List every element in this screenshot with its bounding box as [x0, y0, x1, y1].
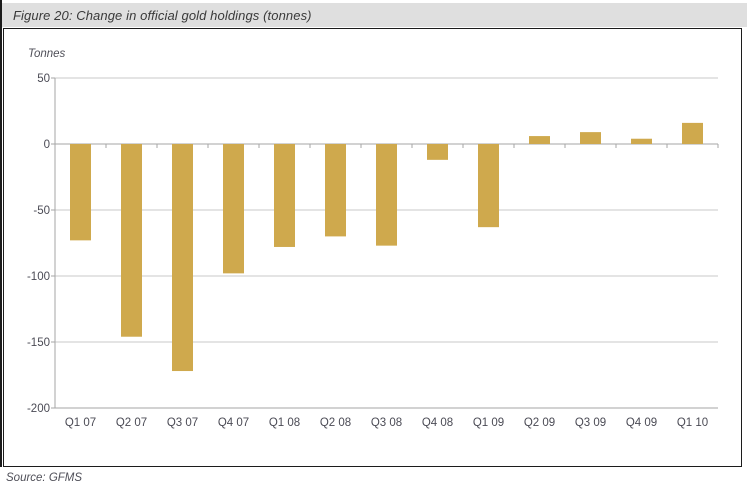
- bar-q1-07: [70, 144, 91, 241]
- bar-q2-08: [325, 144, 346, 237]
- bar-q4-08: [427, 144, 448, 160]
- x-tick-label: Q4 09: [626, 417, 657, 429]
- x-tick-label: Q3 09: [575, 417, 606, 429]
- y-tick-label: -100: [27, 271, 50, 283]
- bar-q1-09: [478, 144, 499, 228]
- bar-q2-07: [121, 144, 142, 337]
- bar-q3-09: [580, 132, 601, 144]
- bar-q1-08: [274, 144, 295, 247]
- x-tick-label: Q3 08: [371, 417, 402, 429]
- bar-q4-09: [631, 138, 652, 144]
- bar-q3-07: [172, 144, 193, 372]
- x-tick-label: Q4 07: [218, 417, 249, 429]
- x-tick-label: Q3 07: [167, 417, 198, 429]
- bar-q3-08: [376, 144, 397, 246]
- x-tick-label: Q1 10: [677, 417, 708, 429]
- x-tick-label: Q4 08: [422, 417, 453, 429]
- chart-box: Tonnes 50 0 -50 -100 -150 -200 Q1 07 Q2 07 Q3 07 Q…: [3, 28, 742, 467]
- y-tick-label: 50: [37, 73, 50, 85]
- figure-title: Figure 20: Change in official gold holdi…: [13, 7, 312, 23]
- page-edge-rule: [0, 0, 2, 467]
- y-tick-label: -200: [27, 403, 50, 415]
- y-tick-label: -50: [33, 205, 50, 217]
- bar-q2-09: [529, 136, 550, 144]
- source-text: Source: GFMS: [6, 472, 83, 484]
- x-tick-label: Q1 09: [473, 417, 504, 429]
- bar-chart: Tonnes 50 0 -50 -100 -150 -200 Q1 07 Q2 07 Q3 07 Q…: [27, 48, 719, 429]
- y-axis-title: Tonnes: [28, 48, 66, 60]
- bar-q4-07: [223, 144, 244, 274]
- x-tick-label: Q2 07: [116, 417, 147, 429]
- y-tick-label: -150: [27, 337, 50, 349]
- bar-q1-10: [682, 122, 703, 144]
- figure-title-bar: Figure 20: Change in official gold holdi…: [2, 3, 747, 27]
- x-tick-label: Q1 08: [269, 417, 300, 429]
- x-tick-label: Q2 08: [320, 417, 351, 429]
- y-tick-label: 0: [44, 139, 50, 151]
- x-tick-label: Q1 07: [65, 417, 96, 429]
- x-tick-label: Q2 09: [524, 417, 555, 429]
